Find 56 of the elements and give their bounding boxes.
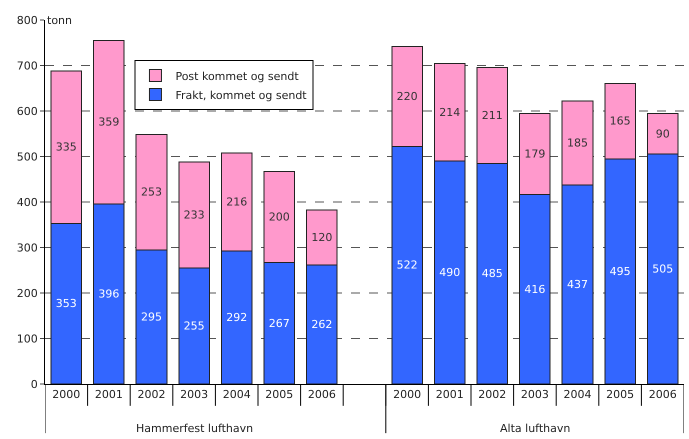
y-tick-label: 500 bbox=[16, 150, 38, 164]
data-label: 255 bbox=[184, 319, 205, 332]
data-label: 90 bbox=[656, 127, 670, 140]
y-tick-label: 400 bbox=[16, 196, 38, 209]
x-tick-label: 2003 bbox=[520, 388, 549, 402]
x-tick-label: 2005 bbox=[606, 388, 634, 402]
x-tick-label: 2000 bbox=[52, 388, 80, 402]
data-label: 179 bbox=[524, 147, 546, 160]
data-label: 522 bbox=[396, 258, 418, 272]
x-tick-label: 2001 bbox=[436, 388, 464, 402]
legend-label: Frakt, kommet og sendt bbox=[175, 88, 308, 102]
data-label: 490 bbox=[439, 266, 460, 280]
x-tick-label: 2002 bbox=[138, 388, 166, 402]
legend-label: Post kommet og sendt bbox=[175, 70, 300, 83]
data-label: 262 bbox=[311, 318, 332, 331]
x-tick-label: 2001 bbox=[94, 388, 123, 402]
y-tick-label: 300 bbox=[16, 241, 38, 254]
data-label: 216 bbox=[226, 196, 248, 208]
y-tick-label: 600 bbox=[16, 104, 38, 118]
data-label: 396 bbox=[98, 287, 120, 300]
data-label: 211 bbox=[482, 108, 503, 122]
data-label: 165 bbox=[610, 114, 631, 128]
data-label: 200 bbox=[268, 210, 290, 224]
data-label: 485 bbox=[482, 267, 503, 280]
data-label: 120 bbox=[311, 230, 332, 244]
x-tick-label: 2004 bbox=[564, 388, 592, 402]
data-label: 220 bbox=[396, 90, 418, 103]
data-label: 416 bbox=[524, 282, 546, 296]
data-label: 295 bbox=[141, 310, 162, 324]
y-tick-label: 200 bbox=[16, 286, 38, 300]
data-label: 495 bbox=[610, 264, 631, 278]
x-tick-label: 2005 bbox=[265, 388, 294, 402]
y-tick-label: 100 bbox=[16, 332, 38, 346]
x-tick-label: 2006 bbox=[648, 388, 677, 402]
y-tick-label: 800 bbox=[16, 14, 38, 27]
text: Hammerfest lufthavn bbox=[136, 422, 254, 435]
x-tick-label: 2006 bbox=[308, 388, 336, 402]
y-tick-label: 700 bbox=[16, 59, 38, 72]
data-label: 267 bbox=[268, 316, 290, 330]
x-tick-label: 2000 bbox=[393, 388, 422, 402]
text: Alta lufthavn bbox=[500, 422, 570, 435]
data-label: 214 bbox=[439, 106, 460, 119]
data-label: 353 bbox=[56, 297, 77, 310]
data-label: 233 bbox=[184, 208, 205, 222]
x-tick-label: 2003 bbox=[180, 388, 208, 402]
x-tick-label: 2002 bbox=[478, 388, 506, 402]
data-label: 253 bbox=[141, 186, 162, 199]
data-label: 185 bbox=[567, 136, 588, 150]
y-axis-title: tonn bbox=[47, 14, 72, 27]
x-tick-label: 2004 bbox=[222, 388, 251, 402]
data-label: 359 bbox=[98, 116, 120, 129]
y-tick-label: 0 bbox=[30, 378, 38, 391]
data-label: 437 bbox=[567, 278, 588, 292]
data-label: 292 bbox=[226, 311, 248, 324]
data-label: 335 bbox=[56, 140, 77, 154]
data-label: 505 bbox=[652, 262, 674, 276]
